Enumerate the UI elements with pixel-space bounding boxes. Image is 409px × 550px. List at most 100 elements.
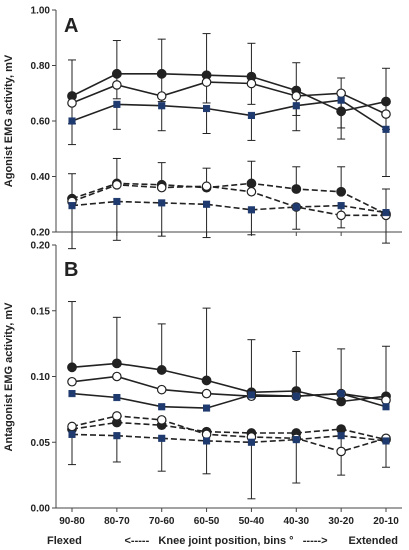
data-point-open-circle <box>156 415 167 425</box>
data-point-square <box>203 404 211 412</box>
y-axis-label: Agonist EMG activity, mV <box>3 54 15 187</box>
data-point-filled-circle <box>201 375 212 386</box>
data-point-open-circle <box>67 98 77 108</box>
data-point-square <box>382 209 390 217</box>
data-point-open-circle <box>201 181 212 192</box>
data-point-filled-circle <box>381 96 391 107</box>
x-axis-footer: Flexed <----- Knee joint position, bins … <box>47 535 398 547</box>
data-point-square <box>158 403 166 411</box>
series-line <box>71 183 386 217</box>
data-point-filled-circle <box>246 178 257 189</box>
data-point-open-circle <box>112 411 122 421</box>
y-tick-label: 0.60 <box>31 117 51 128</box>
y-tick-label: 0.15 <box>31 306 51 317</box>
footer-axis-title: <----- Knee joint position, bins ° -----… <box>125 535 328 547</box>
data-point-open-circle <box>246 186 257 197</box>
series-line <box>71 99 387 130</box>
y-tick-label: 0.00 <box>31 504 51 515</box>
x-tick-label: 80-70 <box>104 516 130 527</box>
data-point-open-circle <box>67 376 77 387</box>
data-point-square <box>68 202 76 210</box>
data-point-square <box>382 437 390 445</box>
data-point-open-circle <box>381 395 391 405</box>
data-point-square <box>113 393 121 402</box>
footer-flexed-label: Flexed <box>47 535 82 547</box>
data-point-square <box>113 432 121 440</box>
data-point-open-circle <box>156 384 167 395</box>
data-point-square <box>247 391 255 399</box>
data-point-open-circle <box>156 91 167 101</box>
data-point-square <box>337 96 345 104</box>
y-tick-label: 0.40 <box>31 172 51 183</box>
y-tick-label: 0.20 <box>31 241 51 252</box>
series-line <box>71 200 387 214</box>
data-point-open-circle <box>201 429 212 440</box>
data-point-filled-circle <box>291 184 302 194</box>
data-point-square <box>158 102 166 110</box>
data-point-square <box>292 203 300 211</box>
data-point-square <box>247 111 255 120</box>
x-tick-label: 50-40 <box>239 516 265 527</box>
data-point-open-circle <box>381 109 391 119</box>
data-point-filled-circle <box>336 396 347 407</box>
data-point-square <box>382 125 390 133</box>
data-point-square <box>292 436 300 444</box>
data-point-open-circle <box>336 446 346 457</box>
data-point-open-circle <box>112 80 122 90</box>
panel-label: A <box>64 15 78 37</box>
data-point-open-circle <box>156 182 167 193</box>
x-tick-label: 40-30 <box>283 516 309 527</box>
data-point-square <box>292 102 300 110</box>
data-point-square <box>247 206 255 214</box>
data-point-open-circle <box>336 210 346 221</box>
data-point-square <box>203 200 211 208</box>
data-point-open-circle <box>112 371 122 382</box>
x-tick-label: 90-80 <box>59 516 85 527</box>
data-point-square <box>337 390 345 398</box>
footer-extended-label: Extended <box>348 535 398 547</box>
series-line <box>71 433 387 444</box>
panel-label: B <box>64 259 78 281</box>
data-point-square <box>292 392 300 400</box>
data-point-open-circle <box>336 88 346 99</box>
x-tick-label: 20-10 <box>373 516 399 527</box>
y-tick-label: 0.20 <box>31 228 51 239</box>
data-point-square <box>113 197 121 206</box>
data-point-open-circle <box>201 77 212 87</box>
series-line <box>71 392 387 409</box>
data-point-filled-circle <box>111 68 122 79</box>
series-line <box>71 81 387 115</box>
y-tick-label: 0.05 <box>31 438 51 449</box>
data-point-square <box>158 434 166 442</box>
data-point-square <box>68 117 76 125</box>
data-point-square <box>158 199 166 207</box>
data-point-square <box>68 390 76 398</box>
series-line <box>71 182 387 215</box>
data-point-square <box>203 437 211 445</box>
series-line <box>71 362 387 403</box>
y-axis-label: Antagonist EMG activity, mV <box>3 302 15 452</box>
data-point-filled-circle <box>156 365 167 375</box>
data-point-open-circle <box>201 388 212 399</box>
y-tick-label: 0.10 <box>31 372 51 383</box>
data-point-filled-circle <box>156 68 167 79</box>
data-point-square <box>337 432 345 440</box>
series-line <box>71 421 387 441</box>
data-point-filled-circle <box>336 106 347 117</box>
y-tick-label: 0.80 <box>31 61 51 72</box>
panel-a-chart: 0.20 0.40 0.60 0.80 1.00 Agonist EMG activity… <box>3 6 402 250</box>
panel-b-chart: 0.00 0.05 0.10 0.15 0.20 90-80 80-70 70-60 60-50… <box>3 241 402 527</box>
x-tick-label: 30-20 <box>328 516 354 527</box>
data-point-open-circle <box>67 421 77 432</box>
data-point-square <box>247 438 255 446</box>
data-point-square <box>68 430 76 438</box>
data-point-square <box>337 202 345 210</box>
data-point-square <box>113 100 121 108</box>
data-point-open-circle <box>246 78 257 89</box>
data-point-filled-circle <box>111 358 122 369</box>
data-point-open-circle <box>291 91 302 101</box>
data-point-filled-circle <box>67 362 77 373</box>
y-tick-label: 1.00 <box>31 6 51 17</box>
data-point-open-circle <box>112 180 122 190</box>
